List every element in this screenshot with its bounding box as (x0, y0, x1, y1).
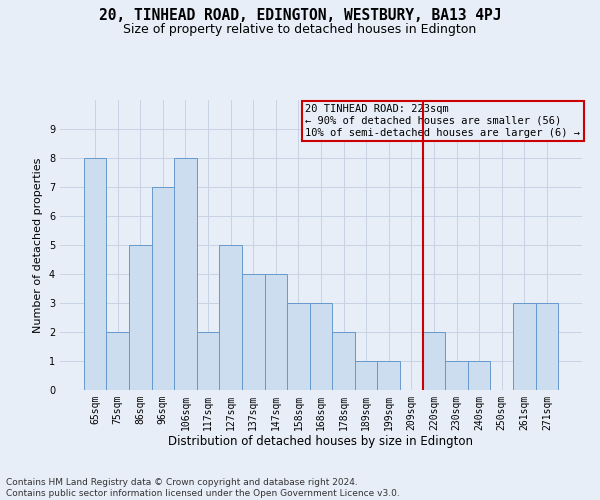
Text: 20 TINHEAD ROAD: 223sqm
← 90% of detached houses are smaller (56)
10% of semi-de: 20 TINHEAD ROAD: 223sqm ← 90% of detache… (305, 104, 580, 138)
Bar (310, 303, 332, 390)
Bar (265, 274, 287, 390)
Bar (377, 361, 400, 390)
Bar (174, 158, 197, 390)
Y-axis label: Number of detached properties: Number of detached properties (34, 158, 43, 332)
Bar (445, 361, 468, 390)
Text: 20, TINHEAD ROAD, EDINGTON, WESTBURY, BA13 4PJ: 20, TINHEAD ROAD, EDINGTON, WESTBURY, BA… (99, 8, 501, 22)
Bar (513, 303, 536, 390)
Bar (355, 361, 377, 390)
Bar (287, 303, 310, 390)
Bar (129, 245, 152, 390)
Bar (242, 274, 265, 390)
Text: Contains HM Land Registry data © Crown copyright and database right 2024.
Contai: Contains HM Land Registry data © Crown c… (6, 478, 400, 498)
Bar (84, 158, 106, 390)
Bar (468, 361, 490, 390)
Bar (106, 332, 129, 390)
Bar (332, 332, 355, 390)
Bar (152, 187, 174, 390)
Text: Distribution of detached houses by size in Edington: Distribution of detached houses by size … (169, 435, 473, 448)
Bar (536, 303, 558, 390)
Bar (220, 245, 242, 390)
Bar (197, 332, 220, 390)
Text: Size of property relative to detached houses in Edington: Size of property relative to detached ho… (124, 22, 476, 36)
Bar (422, 332, 445, 390)
